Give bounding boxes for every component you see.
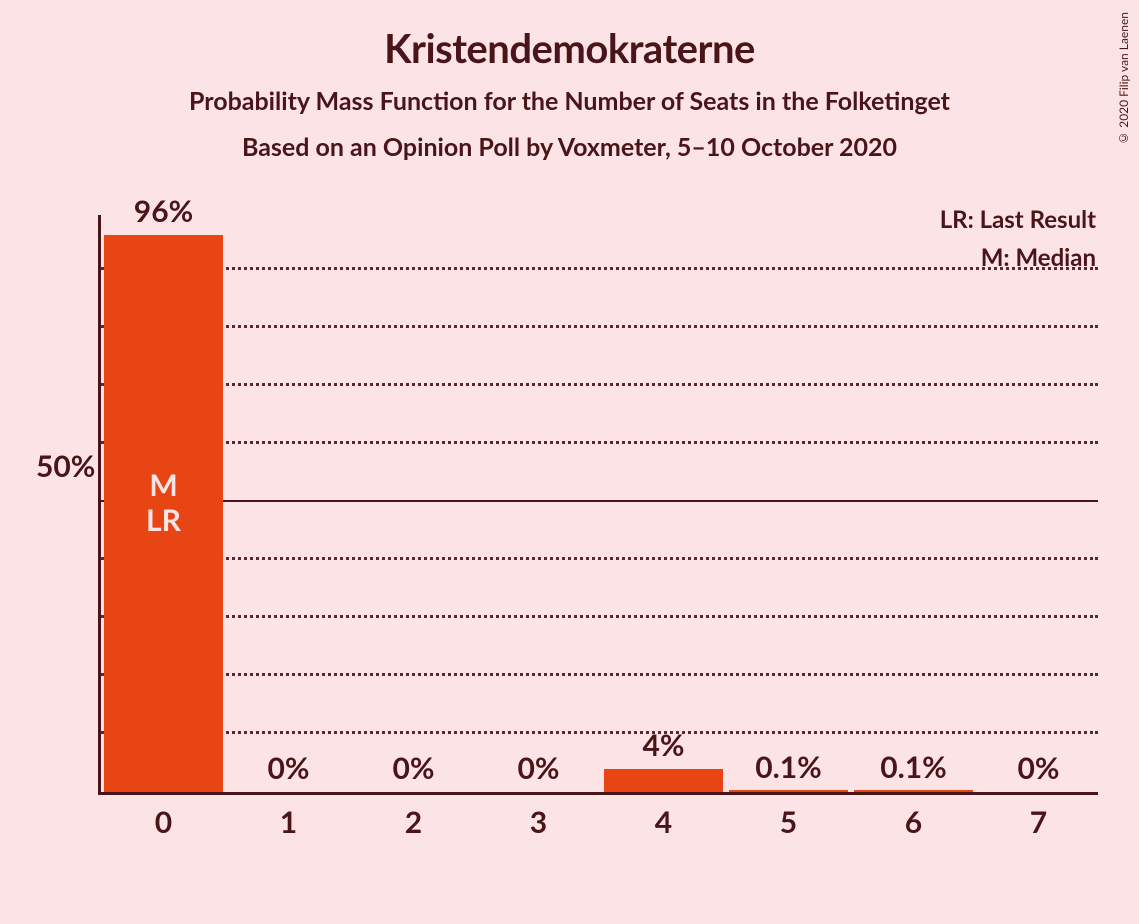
bar-value-label: 0.1% [880,749,947,785]
bar [604,769,723,792]
copyright-text: © 2020 Filip van Laenen [1116,12,1131,146]
chart-title: Kristendemokraterne [0,0,1139,72]
grid-minor-line [101,673,1098,676]
grid-minor-line [101,267,1098,270]
bar-value-label: 0.1% [755,749,822,785]
x-axis-label: 5 [780,804,797,840]
chart-container: 50% LR: Last Result M: Median 96%0MLR0%1… [78,215,1098,855]
bar-value-label: 0% [1018,750,1060,786]
x-axis-label: 1 [280,804,297,840]
bar-value-label: 0% [518,750,560,786]
bar-value-label: 4% [643,727,685,763]
bar-value-label: 0% [268,750,310,786]
x-axis-label: 7 [1030,804,1047,840]
grid-minor-line [101,557,1098,560]
plot-area: 50% LR: Last Result M: Median 96%0MLR0%1… [98,215,1098,795]
bar-value-label: 96% [134,193,193,229]
bar [854,790,973,792]
grid-minor-line [101,325,1098,328]
grid-minor-line [101,383,1098,386]
grid-minor-line [101,731,1098,734]
grid-major-line [101,500,1098,502]
grid-minor-line [101,615,1098,618]
chart-subtitle-1: Probability Mass Function for the Number… [0,86,1139,116]
legend-last-result: LR: Last Result [940,205,1096,234]
x-axis-label: 6 [905,804,922,840]
x-axis-label: 0 [155,804,172,840]
x-axis-label: 4 [655,804,672,840]
bar [729,790,848,792]
y-axis-label: 50% [36,448,95,484]
in-bar-marker: MLR [146,468,181,537]
grid-minor-line [101,441,1098,444]
chart-subtitle-2: Based on an Opinion Poll by Voxmeter, 5–… [0,132,1139,162]
x-axis-label: 2 [405,804,422,840]
x-axis-label: 3 [530,804,547,840]
bar-value-label: 0% [393,750,435,786]
